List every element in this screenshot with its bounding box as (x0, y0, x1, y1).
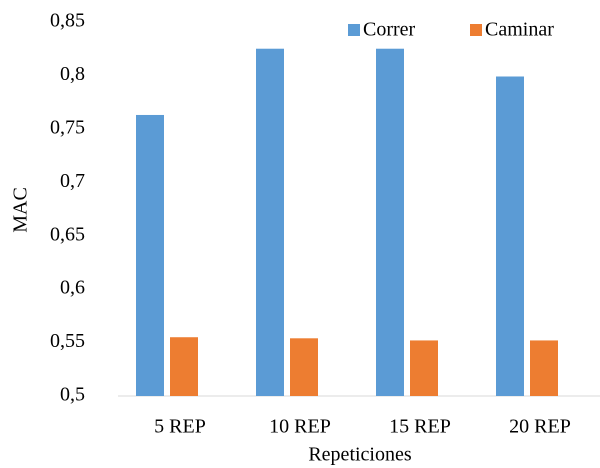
x-tick-label: 10 REP (269, 416, 331, 438)
bar (256, 48, 284, 396)
y-tick-label: 0,6 (60, 277, 85, 299)
x-tick-label: 20 REP (509, 416, 571, 438)
y-tick-label: 0,85 (50, 10, 85, 32)
y-tick-label: 0,8 (60, 63, 85, 85)
y-tick-label: 0,65 (50, 223, 85, 245)
legend-swatch (348, 24, 360, 36)
x-tick-label: 15 REP (389, 416, 451, 438)
legend-swatch (470, 24, 482, 36)
y-tick-label: 0,5 (60, 384, 85, 406)
y-tick-label: 0,55 (50, 330, 85, 352)
bar (530, 340, 558, 396)
bar (376, 48, 404, 396)
y-tick-label: 0,75 (50, 116, 85, 138)
y-axis-label: MAC (10, 187, 32, 233)
bar (136, 114, 164, 397)
legend-label: Caminar (485, 19, 554, 41)
legend-label: Correr (363, 19, 416, 41)
bar (410, 340, 438, 396)
bar (496, 76, 524, 397)
bar (290, 338, 318, 396)
y-tick-label: 0,7 (60, 170, 85, 192)
x-axis-label: Repeticiones (308, 444, 412, 466)
x-tick-label: 5 REP (154, 416, 206, 438)
bar (170, 337, 198, 396)
